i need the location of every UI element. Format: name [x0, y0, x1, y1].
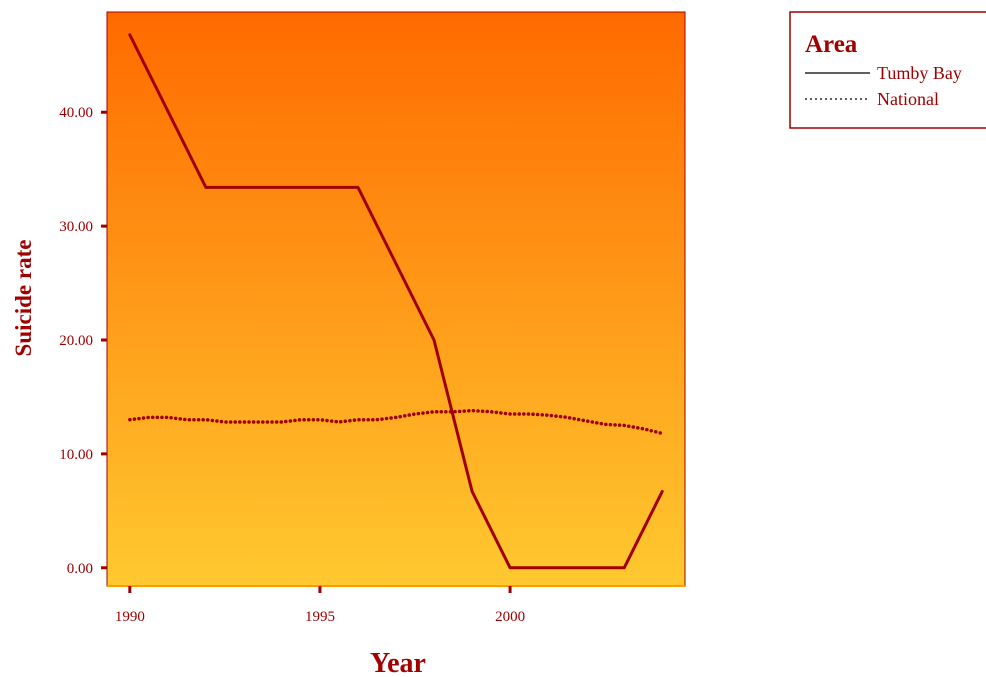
legend-title: Area [805, 31, 858, 58]
legend-box [789, 11, 986, 129]
legend: Area Tumby Bay National [789, 11, 986, 129]
series-line-tumby-bay [128, 33, 664, 570]
y-tick-label: 0.00 [67, 561, 93, 577]
plot-area [106, 11, 686, 587]
series-line-national [128, 408, 664, 436]
y-tick-label: 30.00 [59, 219, 93, 235]
series-group [128, 33, 664, 570]
x-tick-label: 1995 [305, 609, 335, 625]
legend-item-label: National [877, 89, 939, 109]
y-tick-label: 40.00 [59, 105, 93, 121]
y-axis: 0.00 10.00 20.00 30.00 40.00 [59, 105, 107, 577]
x-axis-label: Year [370, 648, 426, 677]
legend-items: Tumby Bay National [805, 63, 962, 109]
y-tick-label: 10.00 [59, 447, 93, 463]
x-axis: 1990 1995 2000 [115, 586, 525, 625]
legend-item-label: Tumby Bay [877, 63, 962, 83]
x-tick-label: 2000 [495, 609, 525, 625]
y-axis-label: Suicide rate [11, 240, 36, 357]
x-tick-label: 1990 [115, 609, 145, 625]
y-tick-label: 20.00 [59, 333, 93, 349]
